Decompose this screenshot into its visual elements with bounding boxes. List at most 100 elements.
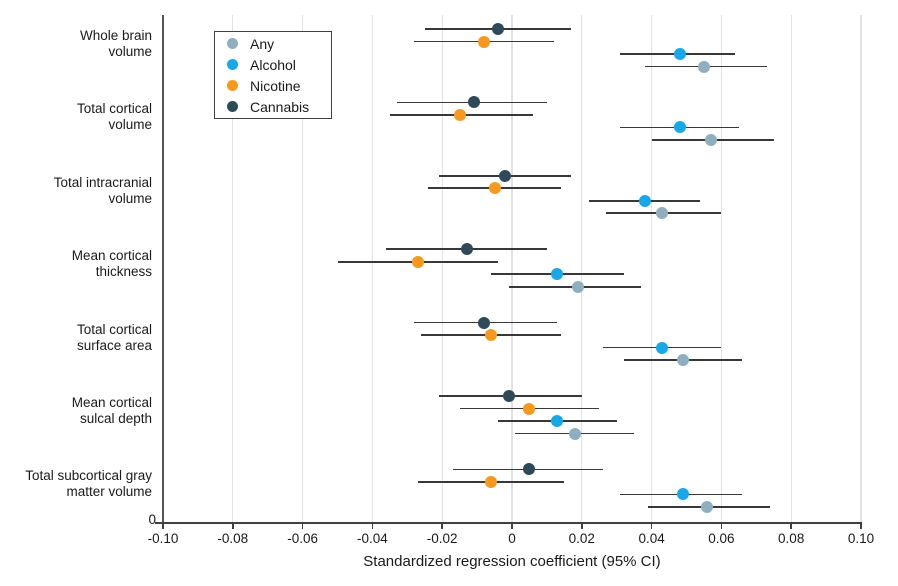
x-axis-tick	[860, 523, 862, 529]
legend-label: Any	[250, 35, 275, 52]
data-point-alcohol	[673, 48, 686, 60]
x-axis-tick	[650, 523, 653, 529]
data-point-cannabis	[499, 169, 512, 182]
x-axis-tick	[232, 523, 234, 529]
data-point-alcohol	[673, 121, 686, 134]
gridline	[301, 15, 304, 523]
data-point-any	[656, 207, 669, 220]
legend-swatch-icon	[227, 80, 238, 91]
category-label-line: volume	[108, 44, 152, 59]
category-label: Total subcortical gray matter volume	[0, 468, 152, 500]
x-axis-tick	[720, 523, 723, 529]
x-axis-line	[163, 522, 862, 524]
category-label-line: sulcal depth	[79, 411, 152, 426]
x-axis-tick	[301, 523, 304, 529]
category-label: Mean cortical thickness	[0, 248, 152, 280]
data-point-any	[701, 500, 714, 513]
data-point-alcohol	[677, 488, 689, 501]
category-label-line: Mean cortical	[71, 248, 152, 264]
legend-box: Any Alcohol Nicotine Cannabis	[214, 31, 332, 119]
x-axis-title: Standardized regression coefficient (95%…	[363, 553, 661, 570]
data-point-any	[568, 427, 581, 440]
legend-item-any: Any	[227, 35, 331, 53]
y-axis-zero-tick	[155, 522, 163, 524]
x-axis-tick	[581, 523, 583, 529]
category-label-line: thickness	[95, 264, 152, 280]
legend-item-alcohol: Alcohol	[227, 56, 331, 74]
x-tick-label: 0.02	[568, 531, 595, 546]
data-point-alcohol	[551, 415, 564, 427]
data-point-any	[697, 60, 710, 73]
category-label: Total cortical surface area	[0, 322, 152, 354]
x-tick-label: -0.04	[357, 531, 388, 546]
data-point-cannabis	[460, 243, 473, 256]
data-point-nicotine	[411, 255, 424, 268]
x-axis-tick	[371, 523, 374, 529]
legend-label: Nicotine	[250, 77, 301, 94]
legend-label: Alcohol	[250, 56, 296, 73]
x-tick-label: -0.02	[426, 531, 458, 546]
x-tick-label: -0.10	[147, 531, 179, 546]
x-tick-label: 0.04	[638, 531, 665, 546]
x-tick-label: 0	[508, 531, 516, 546]
x-axis-tick	[511, 523, 513, 529]
data-point-nicotine	[488, 182, 501, 195]
data-point-cannabis	[523, 463, 536, 476]
legend-swatch-icon	[227, 59, 238, 70]
gridline	[441, 15, 443, 523]
gridline	[581, 15, 583, 523]
data-point-nicotine	[478, 35, 491, 48]
x-axis-tick	[441, 523, 443, 529]
category-label: Total cortical volume	[0, 101, 152, 133]
x-axis-tick	[790, 523, 792, 529]
x-axis-tick	[162, 523, 164, 529]
category-label: Mean cortical sulcal depth	[0, 395, 152, 427]
legend-swatch-icon	[227, 101, 238, 112]
category-label-line: Total subcortical gray	[25, 468, 152, 484]
x-tick-label: 0.06	[708, 531, 735, 546]
category-label: Whole brain volume	[0, 28, 152, 60]
data-point-any	[677, 354, 689, 367]
data-point-nicotine	[485, 475, 498, 488]
category-label-line: Mean cortical	[71, 395, 152, 410]
data-point-nicotine	[485, 329, 498, 342]
data-point-nicotine	[453, 108, 466, 121]
x-tick-label: 0.10	[847, 531, 875, 546]
data-point-cannabis	[478, 316, 491, 329]
gridline	[371, 15, 374, 523]
category-label-line: volume	[108, 190, 152, 206]
x-tick-label: -0.06	[287, 531, 318, 546]
x-tick-label: 0.08	[778, 531, 805, 546]
data-point-any	[572, 280, 585, 293]
legend-item-cannabis: Cannabis	[227, 98, 331, 116]
data-point-cannabis	[492, 23, 505, 35]
gridline	[650, 15, 653, 523]
data-point-cannabis	[467, 96, 480, 109]
x-tick-label: -0.08	[217, 531, 249, 546]
data-point-alcohol	[656, 341, 669, 354]
y-axis-zero-label: 0	[148, 512, 156, 527]
legend-item-nicotine: Nicotine	[227, 77, 331, 95]
category-label: Total intracranial volume	[0, 175, 152, 207]
legend-swatch-icon	[227, 38, 238, 49]
category-label-line: Total cortical	[76, 101, 152, 117]
gridline	[790, 15, 792, 523]
gridline	[511, 15, 513, 523]
category-label-line: matter volume	[66, 484, 152, 500]
category-label-line: Total intracranial	[53, 174, 152, 190]
gridline	[232, 15, 234, 523]
category-label-line: Whole brain	[79, 28, 152, 43]
category-label-line: surface area	[76, 337, 152, 353]
gridline	[720, 15, 723, 523]
data-point-cannabis	[502, 390, 515, 402]
category-label-line: Total cortical	[76, 321, 152, 337]
gridline	[860, 15, 862, 523]
legend-label: Cannabis	[250, 98, 310, 115]
data-point-alcohol	[638, 194, 651, 207]
category-label-line: volume	[108, 117, 152, 133]
data-point-nicotine	[523, 402, 536, 415]
y-axis-line	[162, 15, 164, 523]
data-point-any	[704, 133, 717, 146]
data-point-alcohol	[551, 268, 564, 281]
